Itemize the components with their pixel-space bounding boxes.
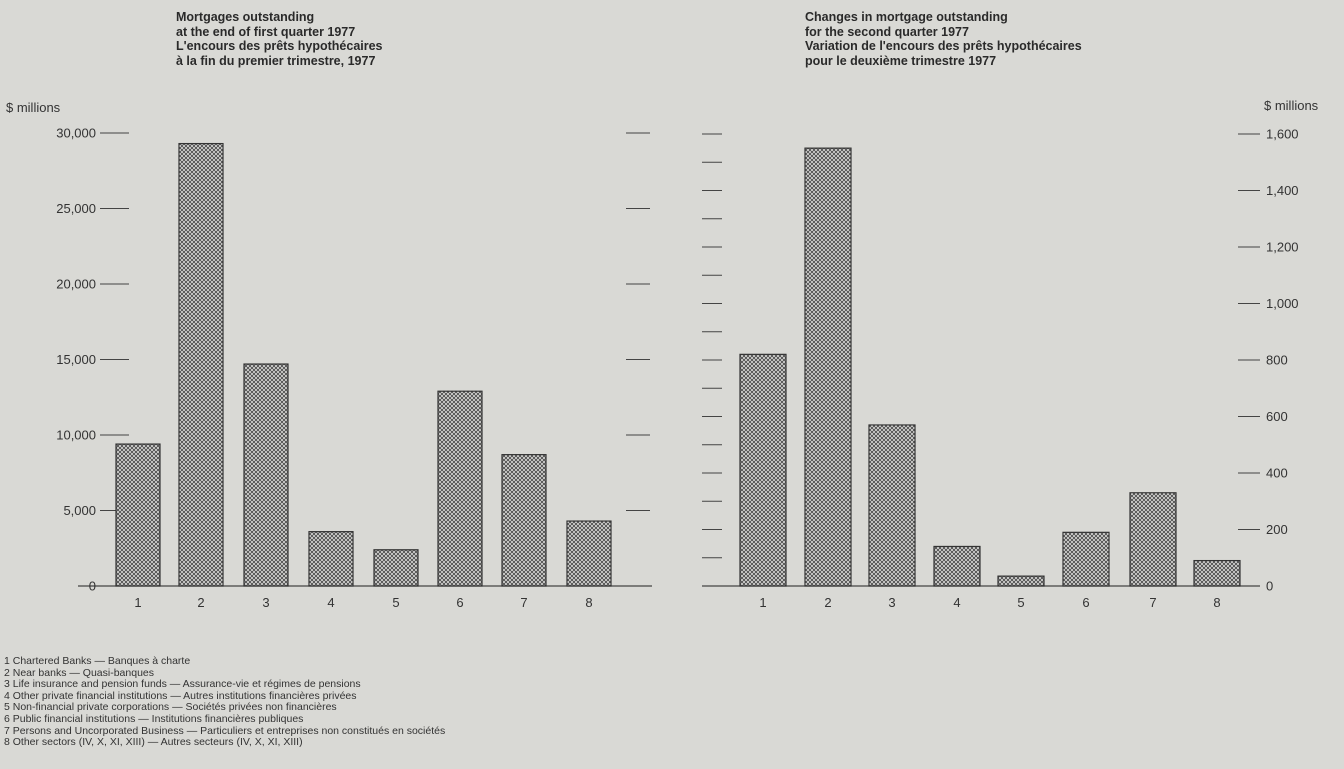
bar-5 bbox=[997, 575, 1045, 587]
y-tick-label: 1,400 bbox=[1266, 183, 1299, 198]
y-tick-label: 800 bbox=[1266, 353, 1288, 368]
x-tick-label: 1 bbox=[134, 595, 141, 610]
legend-item: 1 Chartered Banks — Banques à charte bbox=[4, 655, 191, 667]
left-title-line: Mortgages outstanding bbox=[176, 10, 315, 24]
right-title-line: Changes in mortgage outstanding bbox=[805, 10, 1008, 24]
right-title-line: Variation de l'encours des prêts hypothé… bbox=[805, 39, 1082, 53]
y-tick-label: 10,000 bbox=[56, 428, 96, 443]
bar-2 bbox=[178, 142, 224, 587]
y-tick-label: 20,000 bbox=[56, 277, 96, 292]
bar-7 bbox=[1129, 492, 1177, 587]
bar-5 bbox=[373, 549, 419, 587]
x-tick-label: 6 bbox=[456, 595, 463, 610]
y-tick-label: 30,000 bbox=[56, 126, 96, 141]
y-tick-label: 0 bbox=[1266, 579, 1273, 594]
legend-item: 4 Other private financial institutions —… bbox=[4, 689, 357, 702]
legend-item: 8 Other sectors (IV, X, XI, XIII) — Autr… bbox=[4, 736, 303, 749]
legend-item: 7 Persons and Uncorporated Business — Pa… bbox=[4, 724, 446, 737]
legend-item: 5 Non-financial private corporations — S… bbox=[4, 701, 337, 714]
bar-8 bbox=[1193, 559, 1241, 587]
left-title-line: à la fin du premier trimestre, 1977 bbox=[176, 53, 376, 68]
bar-7 bbox=[501, 454, 547, 587]
bar-6 bbox=[437, 390, 483, 587]
x-tick-label: 3 bbox=[262, 595, 269, 610]
right-title-line: pour le deuxième trimestre 1977 bbox=[805, 53, 997, 68]
y-tick-label: 600 bbox=[1266, 409, 1288, 424]
right-bar-chart: 0 200 400 600 800 1,000 1,200 1,400 1,600 1 2 3 4 5 6 7… bbox=[702, 127, 1299, 610]
y-tick-label: 1,600 bbox=[1266, 127, 1299, 142]
x-tick-label: 1 bbox=[759, 595, 766, 610]
bar-4 bbox=[933, 545, 981, 587]
x-tick-label: 2 bbox=[824, 595, 831, 610]
right-title-line: for the second quarter 1977 bbox=[805, 24, 969, 39]
left-title-line: L'encours des prêts hypothécaires bbox=[176, 39, 383, 53]
x-tick-label: 4 bbox=[327, 595, 334, 610]
x-tick-label: 5 bbox=[392, 595, 399, 610]
bar-1 bbox=[739, 353, 787, 587]
y-tick-label: 5,000 bbox=[63, 503, 96, 518]
bar-2 bbox=[804, 147, 852, 587]
x-tick-label: 8 bbox=[585, 595, 592, 610]
legend-item: 3 Life insurance and pension funds — Ass… bbox=[4, 678, 361, 691]
left-title-line: at the end of first quarter 1977 bbox=[176, 24, 356, 39]
x-tick-label: 7 bbox=[520, 595, 527, 610]
y-tick-label: 15,000 bbox=[56, 352, 96, 367]
left-chart-title: Mortgages outstanding at the end of firs… bbox=[176, 10, 383, 68]
bar-1 bbox=[115, 443, 161, 587]
left-y-unit-label: $ millions bbox=[6, 100, 61, 115]
y-tick-label: 0 bbox=[89, 579, 96, 594]
right-y-unit-label: $ millions bbox=[1264, 98, 1319, 113]
x-tick-label: 7 bbox=[1149, 595, 1156, 610]
y-tick-label: 1,200 bbox=[1266, 240, 1299, 255]
right-chart-title: Changes in mortgage outstanding for the … bbox=[805, 10, 1082, 68]
legend: 1 Chartered Banks — Banques à charte 2 N… bbox=[4, 655, 446, 749]
x-tick-label: 4 bbox=[953, 595, 960, 610]
bar-3 bbox=[243, 363, 289, 587]
legend-item: 2 Near banks — Quasi-banques bbox=[4, 666, 154, 679]
x-tick-label: 8 bbox=[1213, 595, 1220, 610]
y-tick-label: 200 bbox=[1266, 522, 1288, 537]
bar-8 bbox=[566, 520, 612, 587]
x-tick-label: 6 bbox=[1082, 595, 1089, 610]
bar-3 bbox=[868, 424, 916, 587]
y-tick-label: 400 bbox=[1266, 466, 1288, 481]
y-tick-label: 25,000 bbox=[56, 201, 96, 216]
bar-4 bbox=[308, 531, 354, 587]
bar-6 bbox=[1062, 531, 1110, 587]
charts-canvas: 0 5,000 10,000 15,000 20,000 25,000 30,000 1 2 3 4… bbox=[56, 126, 1299, 611]
y-tick-label: 1,000 bbox=[1266, 296, 1299, 311]
legend-item: 6 Public financial institutions — Instit… bbox=[4, 712, 304, 725]
left-bar-chart: 0 5,000 10,000 15,000 20,000 25,000 30,000 1 2 3 4… bbox=[56, 126, 652, 610]
x-tick-label: 5 bbox=[1017, 595, 1024, 610]
x-tick-label: 2 bbox=[197, 595, 204, 610]
x-tick-label: 3 bbox=[888, 595, 895, 610]
